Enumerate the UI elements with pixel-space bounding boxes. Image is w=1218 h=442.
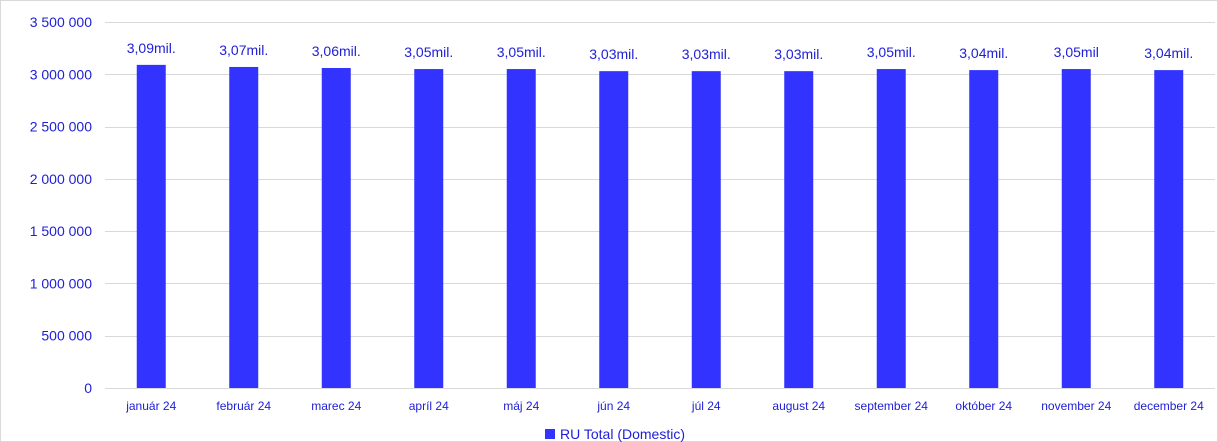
data-label: 3,03mil. bbox=[589, 46, 638, 62]
y-axis-tick-labels: 0 500 000 1 000 000 1 500 000 2 000 000 2 500… bbox=[30, 14, 93, 396]
x-tick-label: február 24 bbox=[216, 399, 271, 413]
data-label: 3,04mil. bbox=[959, 45, 1008, 61]
x-tick-label: apríl 24 bbox=[409, 399, 449, 413]
data-label: 3,04mil. bbox=[1144, 45, 1193, 61]
data-labels: 3,09mil. 3,07mil. 3,06mil. 3,05mil. 3,05mil.… bbox=[127, 40, 1194, 62]
bar bbox=[691, 71, 721, 389]
legend-swatch bbox=[545, 429, 555, 439]
bar bbox=[321, 68, 351, 389]
bar bbox=[784, 71, 814, 389]
x-tick-label: september 24 bbox=[855, 399, 929, 413]
bar bbox=[136, 64, 166, 389]
y-tick-label: 1 000 000 bbox=[30, 275, 92, 291]
y-tick-label: 2 500 000 bbox=[30, 119, 92, 135]
bar bbox=[506, 69, 536, 389]
y-tick-label: 1 500 000 bbox=[30, 223, 92, 239]
y-tick-label: 2 000 000 bbox=[30, 171, 92, 187]
x-tick-label: november 24 bbox=[1041, 399, 1111, 413]
legend: RU Total (Domestic) bbox=[545, 426, 685, 442]
bars bbox=[136, 64, 1184, 389]
data-label: 3,03mil. bbox=[682, 46, 731, 62]
bar bbox=[229, 66, 259, 389]
data-label: 3,03mil. bbox=[774, 46, 823, 62]
x-tick-label: august 24 bbox=[772, 399, 825, 413]
data-label: 3,05mil. bbox=[867, 44, 916, 60]
data-label: 3,09mil. bbox=[127, 40, 176, 56]
bar bbox=[876, 69, 906, 389]
data-label: 3,05mil. bbox=[497, 44, 546, 60]
bar bbox=[969, 70, 999, 389]
gridlines bbox=[105, 22, 1215, 389]
data-label: 3,05mil bbox=[1054, 44, 1099, 60]
x-tick-label: december 24 bbox=[1134, 399, 1204, 413]
data-label: 3,06mil. bbox=[312, 43, 361, 59]
y-tick-label: 3 000 000 bbox=[30, 66, 92, 82]
data-label: 3,05mil. bbox=[404, 44, 453, 60]
x-axis-tick-labels: január 24 február 24 marec 24 apríl 24 máj 2… bbox=[125, 399, 1204, 413]
y-tick-label: 3 500 000 bbox=[30, 14, 92, 30]
bar bbox=[414, 69, 444, 389]
x-tick-label: máj 24 bbox=[503, 399, 539, 413]
x-tick-label: marec 24 bbox=[311, 399, 361, 413]
bar bbox=[1154, 70, 1184, 389]
y-tick-label: 0 bbox=[84, 380, 92, 396]
data-label: 3,07mil. bbox=[219, 42, 268, 58]
legend-label: RU Total (Domestic) bbox=[560, 426, 685, 442]
bar bbox=[599, 71, 629, 389]
x-tick-label: január 24 bbox=[125, 399, 176, 413]
bar bbox=[1061, 69, 1091, 389]
x-tick-label: jún 24 bbox=[596, 399, 630, 413]
y-tick-label: 500 000 bbox=[41, 328, 92, 344]
x-tick-label: júl 24 bbox=[691, 399, 721, 413]
x-tick-label: október 24 bbox=[955, 399, 1012, 413]
